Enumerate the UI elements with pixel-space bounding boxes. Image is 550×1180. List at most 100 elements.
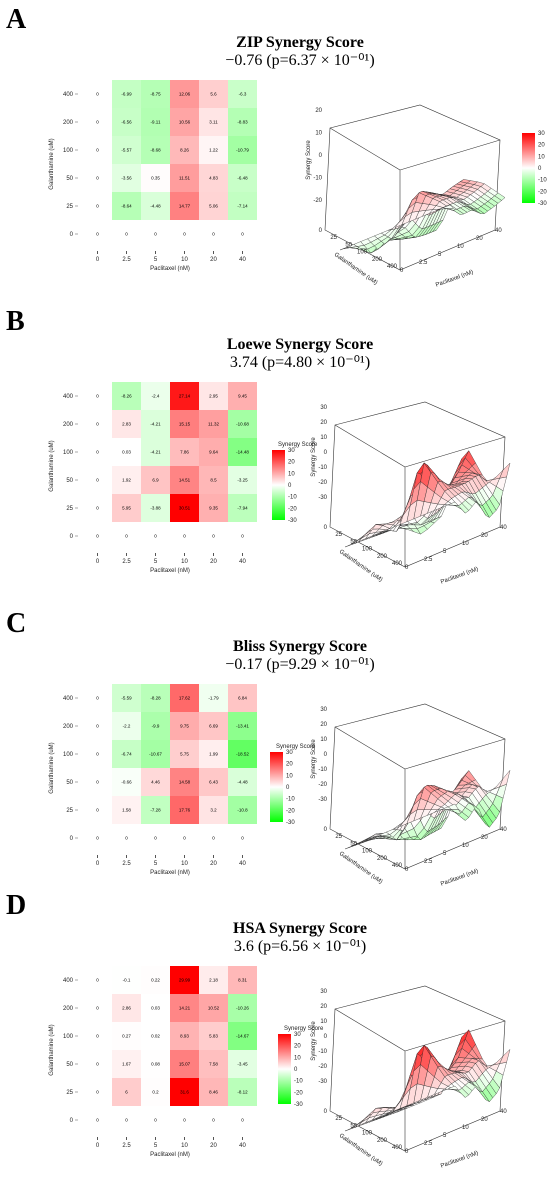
cell-value: 0 [241, 232, 244, 237]
legend-colorbar [278, 1034, 291, 1104]
surface-x-axis-label: Paclitaxel (nM) [435, 269, 474, 288]
legend-tick-label: 10 [288, 471, 295, 477]
y-tick-label: 50 [66, 176, 73, 182]
z-tick-label: 10 [320, 1019, 327, 1025]
legend-tick-label: 0 [286, 785, 290, 791]
cell-value: 0 [96, 422, 99, 427]
surface-x-tick-label: 2.5 [424, 859, 433, 865]
cell-value: 0 [96, 92, 99, 97]
z-tick-label: -10 [318, 465, 327, 471]
x-tick-label: 40 [239, 257, 246, 263]
cell-value: 0 [154, 232, 157, 237]
y-tick-label: 400 [63, 696, 74, 702]
cell-value: -2.4 [152, 394, 160, 399]
cell-value: 2.86 [122, 1006, 131, 1011]
cell-value: 0 [96, 534, 99, 539]
cell-value: 0 [96, 450, 99, 455]
cell-value: -8.75 [150, 92, 161, 97]
surface-x-tick-label: 5 [443, 549, 447, 555]
x-tick-label: 2.5 [122, 559, 131, 565]
surface-x-tick-label: 40 [500, 525, 507, 531]
surface-facet [500, 1049, 510, 1063]
x-tick-label: 5 [154, 257, 158, 263]
cell-value: -5.57 [121, 148, 132, 153]
cell-value: 2.18 [209, 978, 218, 983]
cell-value: -2.2 [123, 724, 131, 729]
cell-value: -9.11 [151, 120, 161, 125]
panel-d: D HSA Synergy Score 3.6 (p=6.56 × 10⁻⁰¹)… [0, 886, 550, 1180]
legend-tick-label: 30 [288, 448, 295, 454]
cell-value: 0 [96, 394, 99, 399]
cell-value: 0 [96, 780, 99, 785]
surface-x-tick-label: 0 [405, 565, 409, 571]
z-tick-label: 30 [320, 707, 327, 713]
legend-tick-label: 20 [288, 460, 295, 466]
legend-tick-label: 10 [294, 1055, 301, 1061]
surface-y-tick-label: 50 [350, 1123, 357, 1129]
legend-tick-label: -20 [538, 189, 547, 195]
cell-value: 4.46 [151, 780, 160, 785]
surface-x-axis-label: Paclitaxel (nM) [440, 1150, 479, 1169]
cell-value: 8.26 [180, 148, 189, 153]
legend-colorbar [522, 133, 535, 203]
cell-value: 9.45 [238, 394, 247, 399]
legend-tick-label: -10 [294, 1079, 303, 1085]
cell-value: -10.8 [237, 808, 248, 813]
cell-value: 0 [96, 752, 99, 757]
surface-y-tick-label: 400 [392, 863, 403, 869]
x-tick-label: 10 [181, 257, 188, 263]
surface-y-tick-label: 0 [324, 827, 328, 833]
x-tick-label: 2.5 [122, 861, 131, 867]
z-tick-label: -30 [318, 495, 327, 501]
cell-value: 0.02 [151, 1034, 160, 1039]
z-tick-label: 10 [320, 737, 327, 743]
cell-value: 8.93 [180, 1034, 189, 1039]
cell-value: 31.6 [180, 1090, 189, 1095]
x-tick-label: 10 [181, 559, 188, 565]
legend-tick-label: -30 [538, 201, 547, 207]
surface-y-tick-label: 25 [335, 1116, 342, 1122]
z-tick-label: 20 [320, 1004, 327, 1010]
surface-box-edge [330, 128, 400, 170]
cell-value: 1.58 [122, 808, 131, 813]
y-axis-label: Galanthamine (uM) [49, 138, 55, 189]
surface-x-tick-label: 0 [400, 268, 404, 274]
z-axis-label: Synergy Score [311, 739, 317, 779]
surface-box-edge [405, 437, 505, 467]
cell-value: 0 [96, 232, 99, 237]
cell-value: -4.48 [150, 204, 161, 209]
surface-x-axis-label: Paclitaxel (nM) [440, 868, 479, 887]
surface-x-tick-label: 40 [500, 827, 507, 833]
cell-value: 10.52 [208, 1006, 220, 1011]
cell-value: 14.21 [179, 1006, 191, 1011]
surface-y-tick-label: 100 [362, 547, 373, 553]
cell-value: 15.07 [179, 1062, 191, 1067]
cell-value: -9.9 [152, 724, 160, 729]
cell-value: 1.22 [209, 148, 218, 153]
legend-tick-label: 30 [538, 131, 545, 137]
cell-value: 1.92 [122, 478, 131, 483]
legend-colorbar [270, 752, 283, 822]
y-tick-label: 400 [63, 92, 74, 98]
cell-value: 0 [183, 1118, 186, 1123]
surface-y-tick-label: 0 [324, 525, 328, 531]
z-axis-label: Synergy Score [311, 437, 317, 477]
surface-x-tick-label: 10 [462, 1125, 469, 1131]
surface-y-tick-label: 400 [387, 264, 398, 270]
cell-value: 0 [154, 534, 157, 539]
surface-y-tick-label: 400 [392, 1145, 403, 1151]
legend-tick-label: -10 [286, 797, 295, 803]
legend-title: Synergy Score [284, 1026, 324, 1032]
surface-x-tick-label: 20 [481, 533, 488, 539]
surface-box-edge [335, 727, 405, 769]
z-tick-label: -10 [318, 767, 327, 773]
cell-value: -3.45 [237, 1062, 248, 1067]
cell-value: -0.66 [121, 780, 132, 785]
z-tick-label: -20 [313, 198, 322, 204]
y-tick-label: 25 [66, 808, 73, 814]
cell-value: 7.86 [180, 450, 189, 455]
cell-value: 0 [96, 176, 99, 181]
